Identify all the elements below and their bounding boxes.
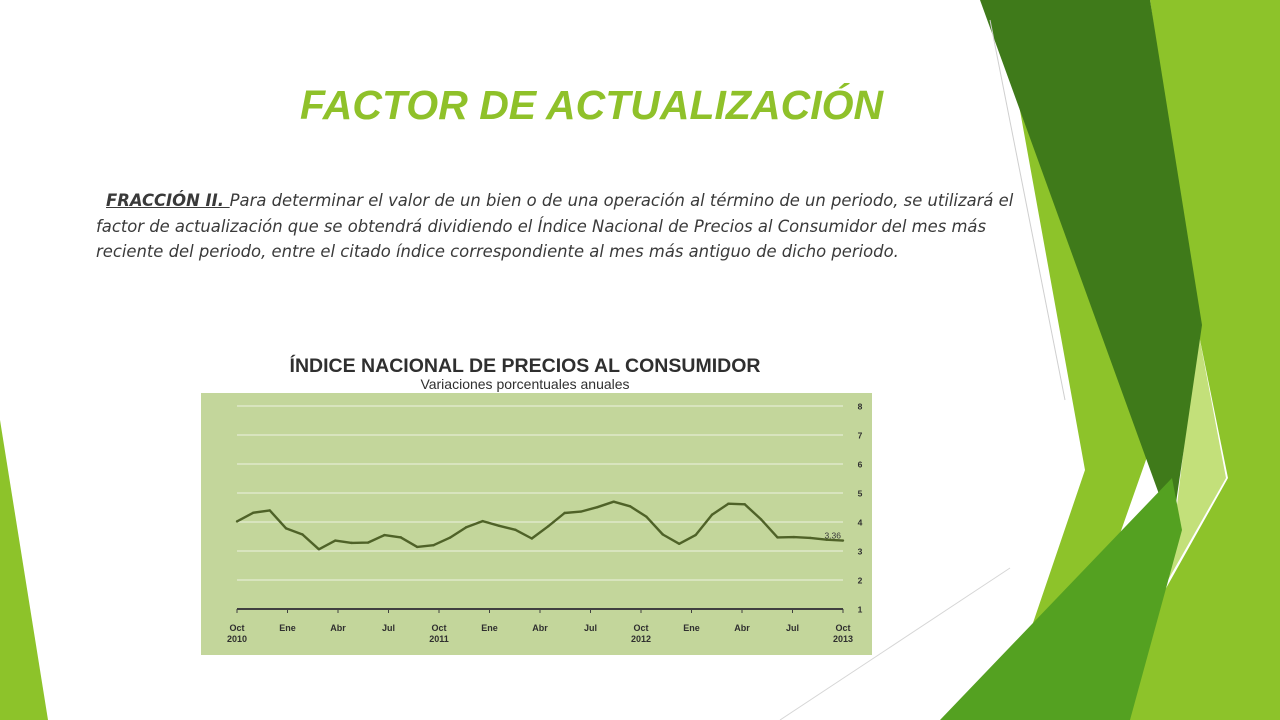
- chart-subtitle: Variaciones porcentuales anuales: [420, 376, 630, 392]
- data-point: [792, 535, 796, 539]
- chart-background: [201, 393, 872, 655]
- data-point: [350, 541, 353, 545]
- series-points: [235, 500, 845, 551]
- chart-title: ÍNDICE NACIONAL DE PRECIOS AL CONSUMIDOR: [289, 355, 761, 377]
- paragraph-lead: FRACCIÓN II.: [106, 191, 230, 210]
- data-point: [596, 506, 599, 509]
- data-point: [383, 533, 386, 537]
- slide-title: FACTOR DE ACTUALIZACIÓN: [300, 82, 884, 128]
- data-point: [579, 510, 583, 513]
- data-point: [268, 509, 271, 512]
- x-tick-label-month: Oct: [633, 623, 648, 633]
- x-tick-label-month: Abr: [532, 623, 548, 633]
- chart-heading: ÍNDICE NACIONAL DE PRECIOS AL CONSUMIDOR…: [200, 355, 850, 391]
- y-tick-labels: 1 2 3 4 5 6 7 8: [858, 402, 863, 615]
- data-point: [432, 544, 435, 547]
- x-tick-label-month: Abr: [734, 623, 750, 633]
- x-tick-label-month: Ene: [683, 623, 700, 633]
- data-point: [235, 520, 239, 523]
- data-point: [448, 536, 452, 539]
- right-light-band: [1092, 0, 1280, 720]
- data-point: [284, 527, 288, 530]
- x-tick-label-year: 2010: [227, 634, 247, 644]
- x-tick-label-month: Jul: [786, 623, 799, 633]
- y-tick-label: 4: [858, 518, 863, 528]
- x-tick-label-month: Oct: [229, 623, 244, 633]
- x-tick-label-month: Oct: [431, 623, 446, 633]
- thin-line-top: [989, 19, 1066, 401]
- data-point: [465, 526, 468, 529]
- data-point: [481, 519, 484, 523]
- data-point: [710, 513, 714, 516]
- data-point: [612, 500, 615, 503]
- data-point: [497, 524, 501, 527]
- body-paragraph: FRACCIÓN II. Para determinar el valor de…: [96, 188, 1041, 265]
- right-dark-band: [980, 0, 1202, 530]
- x-tick-label-month: Ene: [279, 623, 296, 633]
- data-point: [628, 505, 632, 508]
- y-tick-label: 2: [858, 576, 863, 586]
- y-tick-label: 8: [858, 402, 863, 412]
- data-point: [301, 533, 304, 536]
- data-point: [727, 502, 730, 505]
- data-point: [563, 511, 566, 515]
- x-tick-label-month: Ene: [481, 623, 498, 633]
- data-point: [809, 536, 812, 540]
- y-tick-label: 7: [858, 431, 863, 441]
- x-tick-label-month: Jul: [584, 623, 597, 633]
- y-tick-label: 5: [858, 489, 863, 499]
- data-point: [841, 539, 845, 542]
- x-tick-label-month: Oct: [835, 623, 850, 633]
- data-point: [415, 545, 419, 549]
- y-tick-label: 3: [858, 547, 863, 557]
- data-label-last: 3.36: [824, 531, 841, 541]
- data-point: [661, 533, 665, 536]
- x-tick-label-year: 2012: [631, 634, 651, 644]
- data-point: [317, 548, 321, 551]
- data-point: [825, 538, 828, 541]
- data-point: [514, 528, 517, 532]
- x-tick-label-month: Jul: [382, 623, 395, 633]
- thin-line-bottom: [779, 567, 1011, 720]
- data-point: [776, 536, 779, 539]
- data-point: [743, 503, 746, 506]
- x-tick-label-month: Abr: [330, 623, 346, 633]
- series-line: [236, 500, 844, 551]
- right-pale-wedge: [1168, 330, 1226, 580]
- data-point: [759, 518, 763, 521]
- data-point: [252, 511, 255, 514]
- x-tick-label-year: 2013: [833, 634, 853, 644]
- y-tick-label: 1: [858, 605, 863, 615]
- data-point: [530, 537, 534, 540]
- data-point: [546, 525, 550, 528]
- paragraph-body: Para determinar el valor de un bien o de…: [96, 191, 1014, 261]
- x-tick-label-year: 2011: [429, 634, 449, 644]
- data-point: [366, 541, 370, 544]
- right-mid-band: [940, 478, 1182, 720]
- data-point: [645, 515, 648, 518]
- left-green-strip: [0, 420, 48, 720]
- data-point: [399, 536, 402, 539]
- data-point: [694, 533, 697, 537]
- data-point: [678, 542, 681, 545]
- y-tick-label: 6: [858, 460, 863, 470]
- data-point: [334, 539, 337, 542]
